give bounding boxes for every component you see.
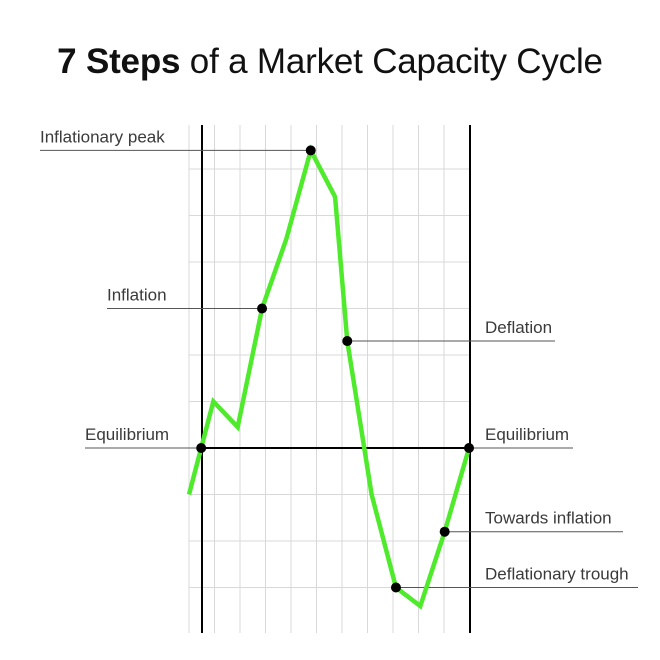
point-marker bbox=[342, 336, 352, 346]
point-label: Deflation bbox=[485, 318, 552, 337]
point-label: Inflationary peak bbox=[40, 127, 165, 146]
point-label: Equilibrium bbox=[485, 425, 569, 444]
point-marker bbox=[306, 145, 316, 155]
grid bbox=[189, 125, 470, 633]
point-label: Towards inflation bbox=[485, 509, 612, 528]
point-marker bbox=[440, 527, 450, 537]
point-marker bbox=[257, 304, 267, 314]
point-marker bbox=[196, 443, 206, 453]
cycle-curve-group bbox=[189, 150, 469, 606]
point-marker bbox=[391, 583, 401, 593]
point-marker bbox=[464, 443, 474, 453]
point-label: Equilibrium bbox=[85, 425, 169, 444]
cycle-curve bbox=[189, 150, 469, 606]
point-label: Inflation bbox=[107, 286, 167, 305]
point-label: Deflationary trough bbox=[485, 565, 629, 584]
